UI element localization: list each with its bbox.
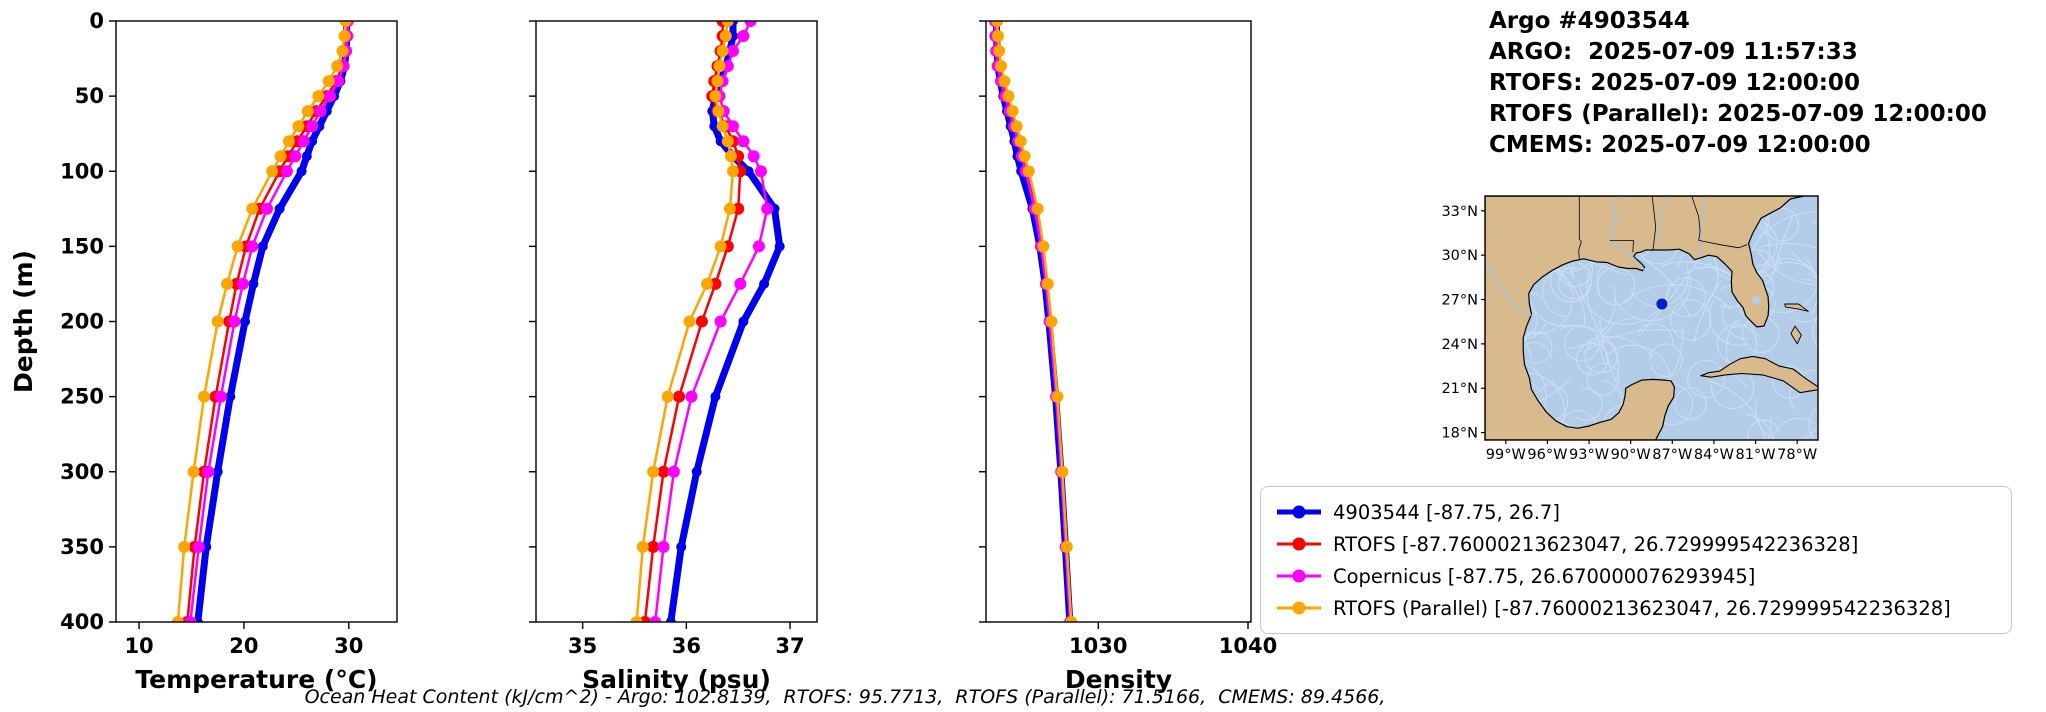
svg-text:0: 0: [89, 9, 104, 33]
svg-text:400: 400: [60, 610, 104, 634]
x-axis-label-1: Salinity (psu): [582, 665, 771, 694]
legend-label-3: RTOFS (Parallel) [-87.76000213623047, 26…: [1333, 596, 1951, 620]
x-axis-label-2: Density: [1065, 665, 1172, 694]
legend: 4903544 [-87.75, 26.7] RTOFS [-87.7600021…: [1260, 486, 2012, 634]
svg-text:81°W: 81°W: [1736, 447, 1776, 463]
svg-text:10: 10: [124, 634, 153, 658]
rtofs-parallel-timestamp: RTOFS (Parallel): 2025-07-09 12:00:00: [1489, 101, 1987, 127]
float-position-marker: [1656, 298, 1668, 310]
legend-entry-2: Copernicus [-87.75, 26.670000076293945]: [1275, 560, 1997, 592]
series-rtofs-parallel-: [630, 21, 739, 622]
legend-marker-0: [1277, 505, 1321, 519]
svg-text:18°N: 18°N: [1441, 426, 1478, 442]
legend-entry-0: 4903544 [-87.75, 26.7]: [1275, 496, 1997, 528]
svg-text:35: 35: [568, 634, 597, 658]
figure-title: Argo #4903544: [1489, 8, 1690, 34]
legend-marker-1: [1277, 537, 1321, 551]
legend-entry-3: RTOFS (Parallel) [-87.76000213623047, 26…: [1275, 592, 1997, 624]
plot-area-2: [989, 21, 1078, 622]
svg-text:37: 37: [775, 634, 804, 658]
legend-label-1: RTOFS [-87.76000213623047, 26.7299995422…: [1333, 532, 1859, 556]
svg-text:200: 200: [60, 310, 104, 334]
svg-text:150: 150: [60, 234, 104, 258]
cmems-timestamp: CMEMS: 2025-07-09 12:00:00: [1489, 132, 1871, 158]
svg-text:300: 300: [60, 460, 104, 484]
svg-text:250: 250: [60, 385, 104, 409]
legend-marker-2: [1277, 569, 1321, 583]
svg-text:87°W: 87°W: [1652, 447, 1692, 463]
svg-text:50: 50: [75, 84, 104, 108]
svg-text:1030: 1030: [1069, 634, 1127, 658]
legend-label-2: Copernicus [-87.75, 26.670000076293945]: [1333, 564, 1756, 588]
header-info: Argo #4903544 ARGO: 2025-07-09 11:57:33 …: [1489, 6, 1987, 161]
svg-text:36: 36: [672, 634, 701, 658]
ocean-heat-content-caption: Ocean Heat Content (kJ/cm^2) - Argo: 102…: [304, 686, 1386, 708]
svg-text:84°W: 84°W: [1694, 447, 1734, 463]
svg-text:33°N: 33°N: [1441, 204, 1478, 220]
state-borders: [1578, 196, 1748, 259]
svg-text:30: 30: [334, 634, 363, 658]
series-4903544: [991, 21, 1075, 622]
legend-marker-3: [1277, 601, 1321, 615]
plot-area-1: [630, 21, 785, 622]
svg-text:27°N: 27°N: [1441, 293, 1478, 309]
profile-charts: 10 20 30050100150200250300350400Temperatur…: [9, 9, 1277, 694]
argo-timestamp: ARGO: 2025-07-09 11:57:33: [1489, 39, 1858, 65]
svg-text:350: 350: [60, 535, 104, 559]
plot-area-0: [171, 21, 354, 622]
x-axis-label-0: Temperature (°C): [135, 665, 377, 694]
svg-text:21°N: 21°N: [1441, 381, 1478, 397]
land-masses: [1485, 196, 1818, 440]
legend-entry-1: RTOFS [-87.76000213623047, 26.7299995422…: [1275, 528, 1997, 560]
svg-text:1040: 1040: [1219, 634, 1277, 658]
svg-text:78°W: 78°W: [1777, 447, 1817, 463]
gulf-of-mexico-map: 99°W 96°W 93°W 90°W 87°W 84°W 81°W 78°W 18°N 21°N…: [1441, 195, 1819, 463]
svg-text:30°N: 30°N: [1441, 248, 1478, 264]
svg-text:90°W: 90°W: [1611, 447, 1651, 463]
svg-text:20: 20: [229, 634, 258, 658]
legend-label-0: 4903544 [-87.75, 26.7]: [1333, 500, 1560, 524]
svg-text:99°W: 99°W: [1486, 447, 1526, 463]
series-rtofs-parallel-: [171, 21, 352, 622]
svg-text:93°W: 93°W: [1569, 447, 1609, 463]
svg-text:24°N: 24°N: [1441, 337, 1478, 353]
rtofs-timestamp: RTOFS: 2025-07-09 12:00:00: [1489, 70, 1860, 96]
svg-text:96°W: 96°W: [1527, 447, 1567, 463]
map-canvas: [1485, 196, 1818, 440]
series-rtofs-parallel-: [991, 21, 1078, 622]
rivers: [1485, 196, 1707, 316]
depth-axis-label: Depth (m): [9, 250, 38, 393]
svg-text:100: 100: [60, 159, 104, 183]
